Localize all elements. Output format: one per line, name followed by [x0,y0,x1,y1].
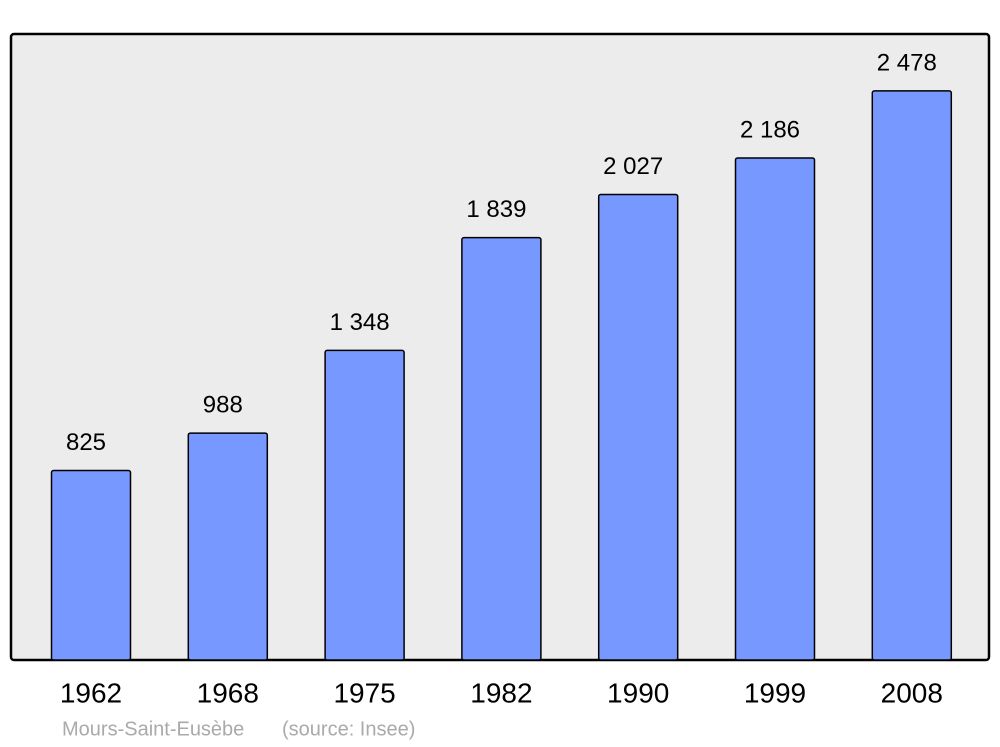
bar [461,236,542,661]
location-label: Mours-Saint-Eusèbe [62,718,244,740]
value-label: 988 [203,391,243,418]
value-label: 2 186 [740,116,800,143]
x-tick-label: 1999 [744,677,806,708]
value-label: 2 478 [877,49,937,76]
bar [597,193,679,661]
value-label: 1 348 [330,309,390,336]
bar [871,90,953,661]
value-label: 1 839 [466,196,526,223]
bar [734,157,816,661]
x-tick-label: 1990 [607,677,669,708]
x-tick-label: 1975 [333,677,395,708]
bar [187,432,269,661]
value-label: 825 [66,429,106,456]
source-label: (source: Insee) [282,718,415,740]
x-tick-label: 1968 [197,677,259,708]
x-tick-label: 1982 [470,677,532,708]
bar [324,349,405,661]
value-label: 2 027 [603,153,663,180]
bar [50,469,132,661]
x-tick-label: 1962 [60,677,122,708]
x-tick-label: 2008 [881,677,943,708]
